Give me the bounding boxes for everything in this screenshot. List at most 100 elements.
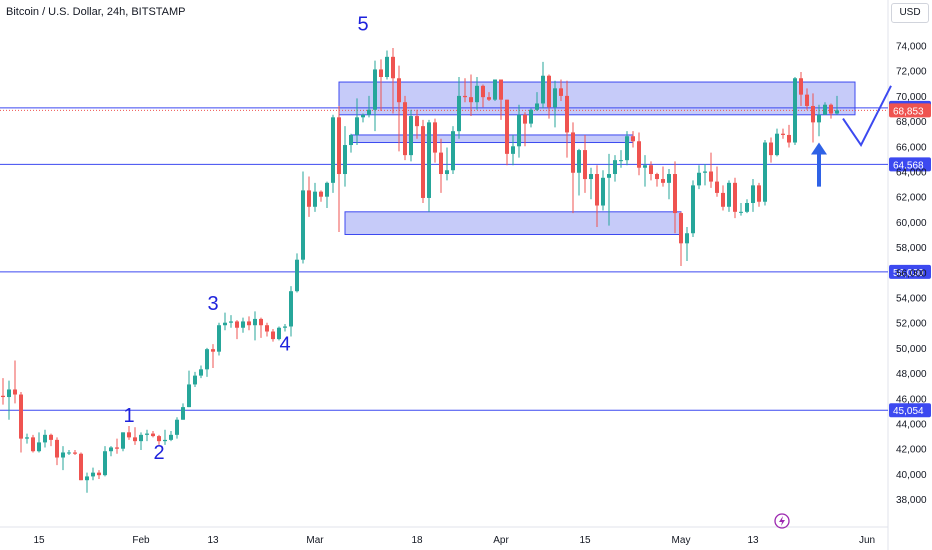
candle-2024-03-20 (427, 119, 431, 212)
candle-body (373, 69, 377, 110)
candle-body (499, 79, 503, 100)
candle-2024-05-06 (709, 152, 713, 188)
candle-2024-01-18 (55, 437, 59, 466)
candle-body (349, 134, 353, 146)
candle-body (757, 185, 761, 202)
candle-body (415, 116, 419, 127)
candle-body (421, 126, 425, 198)
price-axis[interactable]: 38,000 40,000 42,000 44,000 46,000 48,000 50,0… (896, 42, 927, 507)
candle-2024-04-07 (535, 92, 539, 112)
candle-body (7, 389, 11, 398)
candle-2024-05-15 (763, 140, 767, 206)
candle-body (127, 432, 131, 438)
time-tick-label: May (672, 535, 691, 546)
price-tick-label: 70,000 (896, 92, 927, 103)
candle-2024-03-17 (409, 109, 413, 162)
time-tick-label: 13 (207, 535, 219, 546)
price-tick-label: 64,000 (896, 168, 927, 179)
currency-button[interactable]: USD (891, 3, 929, 23)
candle-2024-04-18 (601, 170, 605, 211)
candle-2024-03-08 (355, 98, 359, 146)
candle-body (793, 78, 797, 143)
candle-body (121, 432, 125, 449)
candle-body (523, 114, 527, 124)
candle-body (451, 131, 455, 171)
candle-2024-03-18 (415, 109, 419, 139)
candle-body (517, 114, 521, 147)
candle-2024-03-05 (337, 105, 341, 232)
candle-2024-01-22 (79, 452, 83, 481)
candle-body (493, 79, 497, 100)
candle-2024-03-15 (397, 65, 401, 152)
candle-body (643, 165, 647, 168)
lightning-icon[interactable] (774, 513, 790, 529)
level-price-tag-2 (889, 157, 931, 172)
price-tick-label: 48,000 (896, 369, 927, 380)
time-tick-label: Jun (859, 535, 875, 546)
candle-2024-02-04 (157, 434, 161, 445)
candle-2024-03-02 (319, 190, 323, 202)
candle-2024-05-03 (691, 180, 695, 238)
candle-body (637, 141, 641, 168)
candle-body (67, 452, 71, 454)
candle-body (295, 259, 299, 292)
supply-demand-zone-0[interactable] (338, 81, 856, 116)
candle-2024-01-11 (13, 360, 17, 404)
level-price-tag-4 (889, 403, 931, 418)
candle-2024-01-12 (19, 392, 23, 453)
candle-2024-03-11 (373, 60, 377, 132)
candle-body (463, 95, 467, 98)
supply-demand-zone-1[interactable] (350, 134, 634, 144)
price-tick-label: 68,000 (896, 117, 927, 128)
candle-body (367, 109, 371, 115)
candle-body (769, 142, 773, 156)
candle-body (709, 171, 713, 182)
time-tick-label: Mar (306, 535, 324, 546)
candle-2024-02-10 (193, 371, 197, 387)
candle-body (19, 394, 23, 439)
candle-2024-05-04 (697, 165, 701, 190)
time-tick-label: Feb (132, 535, 150, 546)
candle-body (277, 327, 281, 340)
time-axis[interactable]: 15 Feb 13 Mar 18 Apr 15 May 13 Jun (33, 535, 875, 546)
candle-2024-03-06 (343, 126, 347, 187)
candle-body (109, 447, 113, 452)
candle-2024-02-07 (175, 417, 179, 439)
candle-body (319, 191, 323, 197)
candle-2024-01-24 (91, 467, 95, 481)
price-tick-label: 42,000 (896, 445, 927, 456)
candle-body (181, 407, 185, 420)
candle-body (835, 110, 839, 114)
candle-body (595, 174, 599, 206)
candle-2024-04-12 (565, 80, 569, 158)
candle-2024-04-13 (571, 122, 575, 214)
price-tick-label: 60,000 (896, 218, 927, 229)
candle-body (331, 117, 335, 183)
candle-body (469, 97, 473, 103)
candle-body (715, 181, 719, 193)
candle-2024-02-21 (259, 317, 263, 338)
level-price-label-3: 56,030 (893, 268, 924, 279)
price-tick-label: 54,000 (896, 294, 927, 305)
candle-body (631, 136, 635, 142)
price-tick-label: 46,000 (896, 394, 927, 405)
candle-body (559, 88, 563, 96)
candle-body (145, 433, 149, 435)
candle-2024-05-25 (823, 102, 827, 115)
candle-2024-03-23 (445, 147, 449, 181)
candle-body (43, 434, 47, 443)
candle-2024-04-01 (499, 79, 503, 120)
supply-demand-zone-2[interactable] (344, 211, 682, 236)
candle-2024-04-09 (547, 74, 551, 119)
candle-2024-02-06 (169, 431, 173, 442)
candle-body (289, 291, 293, 327)
candle-2024-03-12 (379, 59, 383, 112)
level-price-tag-1 (889, 103, 931, 118)
candle-body (259, 318, 263, 326)
candle-2024-02-18 (241, 317, 245, 333)
candle-2024-02-05 (163, 429, 167, 445)
candle-body (361, 114, 365, 118)
candle-2024-01-10 (7, 380, 11, 420)
candle-2024-01-27 (109, 446, 113, 457)
